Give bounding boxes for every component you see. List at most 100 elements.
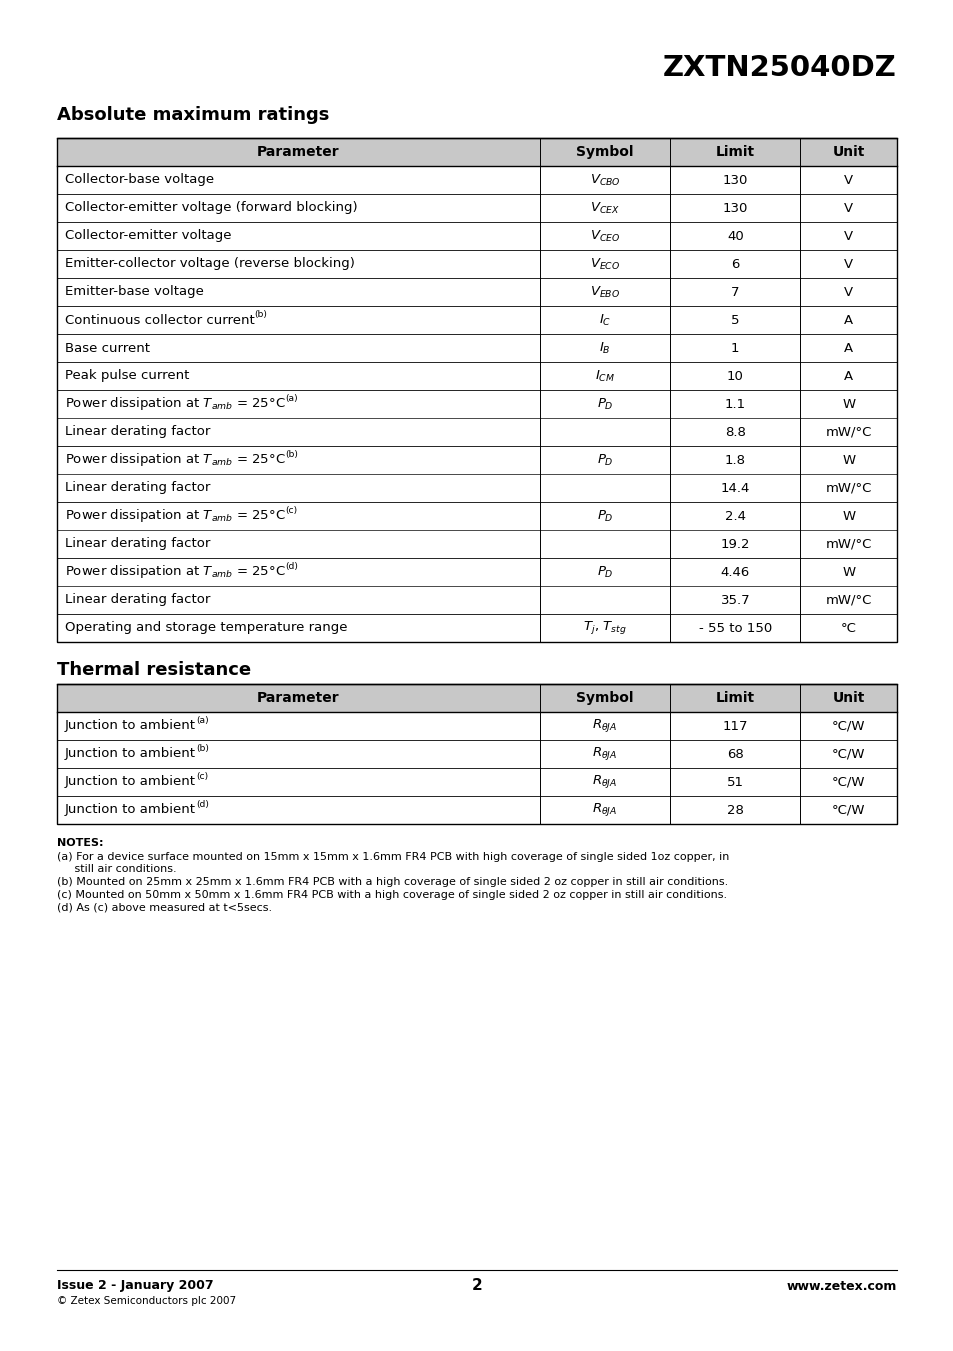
Text: °C: °C (840, 621, 856, 635)
Text: 8.8: 8.8 (724, 426, 745, 439)
Text: V: V (843, 285, 852, 299)
Text: $P_{D}$: $P_{D}$ (597, 396, 613, 412)
Text: (c) Mounted on 50mm x 50mm x 1.6mm FR4 PCB with a high coverage of single sided : (c) Mounted on 50mm x 50mm x 1.6mm FR4 P… (57, 889, 726, 900)
Text: $V_{CEO}$: $V_{CEO}$ (589, 228, 619, 243)
Text: 130: 130 (721, 173, 747, 186)
Text: 10: 10 (726, 370, 743, 382)
Text: 6: 6 (730, 258, 739, 270)
Text: 28: 28 (726, 804, 743, 816)
Text: Parameter: Parameter (257, 145, 339, 159)
Text: 1.1: 1.1 (724, 397, 745, 411)
Text: A: A (843, 342, 852, 354)
Text: Base current: Base current (65, 342, 150, 354)
Text: still air conditions.: still air conditions. (57, 865, 176, 874)
Text: Linear derating factor: Linear derating factor (65, 481, 211, 494)
Text: (d): (d) (195, 800, 209, 809)
Text: W: W (841, 566, 855, 578)
Text: 35.7: 35.7 (720, 593, 749, 607)
Text: Linear derating factor: Linear derating factor (65, 538, 211, 550)
Text: (d) As (c) above measured at t<5secs.: (d) As (c) above measured at t<5secs. (57, 902, 272, 912)
Text: Linear derating factor: Linear derating factor (65, 593, 211, 607)
Text: Peak pulse current: Peak pulse current (65, 370, 190, 382)
Text: Operating and storage temperature range: Operating and storage temperature range (65, 621, 347, 635)
Text: Junction to ambient: Junction to ambient (65, 720, 195, 732)
Text: mW/°C: mW/°C (824, 538, 871, 550)
Text: 40: 40 (726, 230, 743, 242)
Text: °C/W: °C/W (831, 720, 864, 732)
Text: Emitter-base voltage: Emitter-base voltage (65, 285, 204, 299)
Text: $R_{\theta JA}$: $R_{\theta JA}$ (592, 774, 618, 790)
Text: 117: 117 (721, 720, 747, 732)
Text: V: V (843, 258, 852, 270)
Text: W: W (841, 454, 855, 466)
Text: Collector-base voltage: Collector-base voltage (65, 173, 213, 186)
Text: Continuous collector current: Continuous collector current (65, 313, 254, 327)
Text: W: W (841, 397, 855, 411)
Text: 68: 68 (726, 747, 743, 761)
Text: NOTES:: NOTES: (57, 838, 103, 848)
Text: $R_{\theta JA}$: $R_{\theta JA}$ (592, 801, 618, 819)
Text: 19.2: 19.2 (720, 538, 749, 550)
Text: Thermal resistance: Thermal resistance (57, 661, 251, 680)
Text: $P_{D}$: $P_{D}$ (597, 508, 613, 524)
Text: 5: 5 (730, 313, 739, 327)
Bar (57, 138, 896, 166)
Text: V: V (843, 201, 852, 215)
Text: (b): (b) (254, 311, 268, 319)
Text: mW/°C: mW/°C (824, 426, 871, 439)
Text: W: W (841, 509, 855, 523)
Text: - 55 to 150: - 55 to 150 (698, 621, 771, 635)
Text: (a): (a) (285, 394, 298, 404)
Bar (57, 684, 896, 824)
Text: V: V (843, 230, 852, 242)
Text: $R_{\theta JA}$: $R_{\theta JA}$ (592, 746, 618, 762)
Text: (b): (b) (285, 450, 298, 459)
Text: Power dissipation at $T_{amb}$ = 25°C: Power dissipation at $T_{amb}$ = 25°C (65, 451, 285, 469)
Bar (57, 138, 896, 642)
Text: Collector-emitter voltage (forward blocking): Collector-emitter voltage (forward block… (65, 201, 357, 215)
Text: Limit: Limit (715, 690, 754, 705)
Text: (c): (c) (195, 773, 208, 781)
Text: ZXTN25040DZ: ZXTN25040DZ (662, 54, 896, 82)
Text: $T_{j}$, $T_{stg}$: $T_{j}$, $T_{stg}$ (582, 620, 626, 636)
Text: °C/W: °C/W (831, 775, 864, 789)
Text: Unit: Unit (832, 145, 864, 159)
Text: A: A (843, 370, 852, 382)
Bar (57, 684, 896, 712)
Text: $P_{D}$: $P_{D}$ (597, 565, 613, 580)
Text: Issue 2 - January 2007: Issue 2 - January 2007 (57, 1279, 213, 1293)
Text: 14.4: 14.4 (720, 481, 749, 494)
Text: $I_{B}$: $I_{B}$ (598, 340, 610, 355)
Text: 51: 51 (726, 775, 743, 789)
Text: (a) For a device surface mounted on 15mm x 15mm x 1.6mm FR4 PCB with high covera: (a) For a device surface mounted on 15mm… (57, 852, 729, 862)
Text: 2.4: 2.4 (724, 509, 745, 523)
Text: $V_{CBO}$: $V_{CBO}$ (589, 173, 619, 188)
Text: (a): (a) (195, 716, 209, 725)
Text: $V_{ECO}$: $V_{ECO}$ (589, 257, 619, 272)
Text: $R_{\theta JA}$: $R_{\theta JA}$ (592, 717, 618, 735)
Text: Symbol: Symbol (576, 690, 633, 705)
Text: Power dissipation at $T_{amb}$ = 25°C: Power dissipation at $T_{amb}$ = 25°C (65, 396, 285, 412)
Text: (d): (d) (285, 562, 298, 571)
Text: Power dissipation at $T_{amb}$ = 25°C: Power dissipation at $T_{amb}$ = 25°C (65, 563, 285, 581)
Text: 1: 1 (730, 342, 739, 354)
Text: 2: 2 (471, 1278, 482, 1293)
Text: $I_{C}$: $I_{C}$ (598, 312, 611, 327)
Text: Unit: Unit (832, 690, 864, 705)
Text: 7: 7 (730, 285, 739, 299)
Text: °C/W: °C/W (831, 804, 864, 816)
Text: °C/W: °C/W (831, 747, 864, 761)
Text: $I_{CM}$: $I_{CM}$ (595, 369, 615, 384)
Text: 4.46: 4.46 (720, 566, 749, 578)
Text: $P_{D}$: $P_{D}$ (597, 453, 613, 467)
Text: (b): (b) (195, 744, 209, 754)
Text: Junction to ambient: Junction to ambient (65, 747, 195, 761)
Text: $V_{CEX}$: $V_{CEX}$ (590, 200, 619, 216)
Text: mW/°C: mW/°C (824, 481, 871, 494)
Text: 1.8: 1.8 (724, 454, 745, 466)
Text: Power dissipation at $T_{amb}$ = 25°C: Power dissipation at $T_{amb}$ = 25°C (65, 508, 285, 524)
Text: $V_{EBO}$: $V_{EBO}$ (589, 285, 619, 300)
Text: A: A (843, 313, 852, 327)
Text: 130: 130 (721, 201, 747, 215)
Text: Absolute maximum ratings: Absolute maximum ratings (57, 105, 329, 124)
